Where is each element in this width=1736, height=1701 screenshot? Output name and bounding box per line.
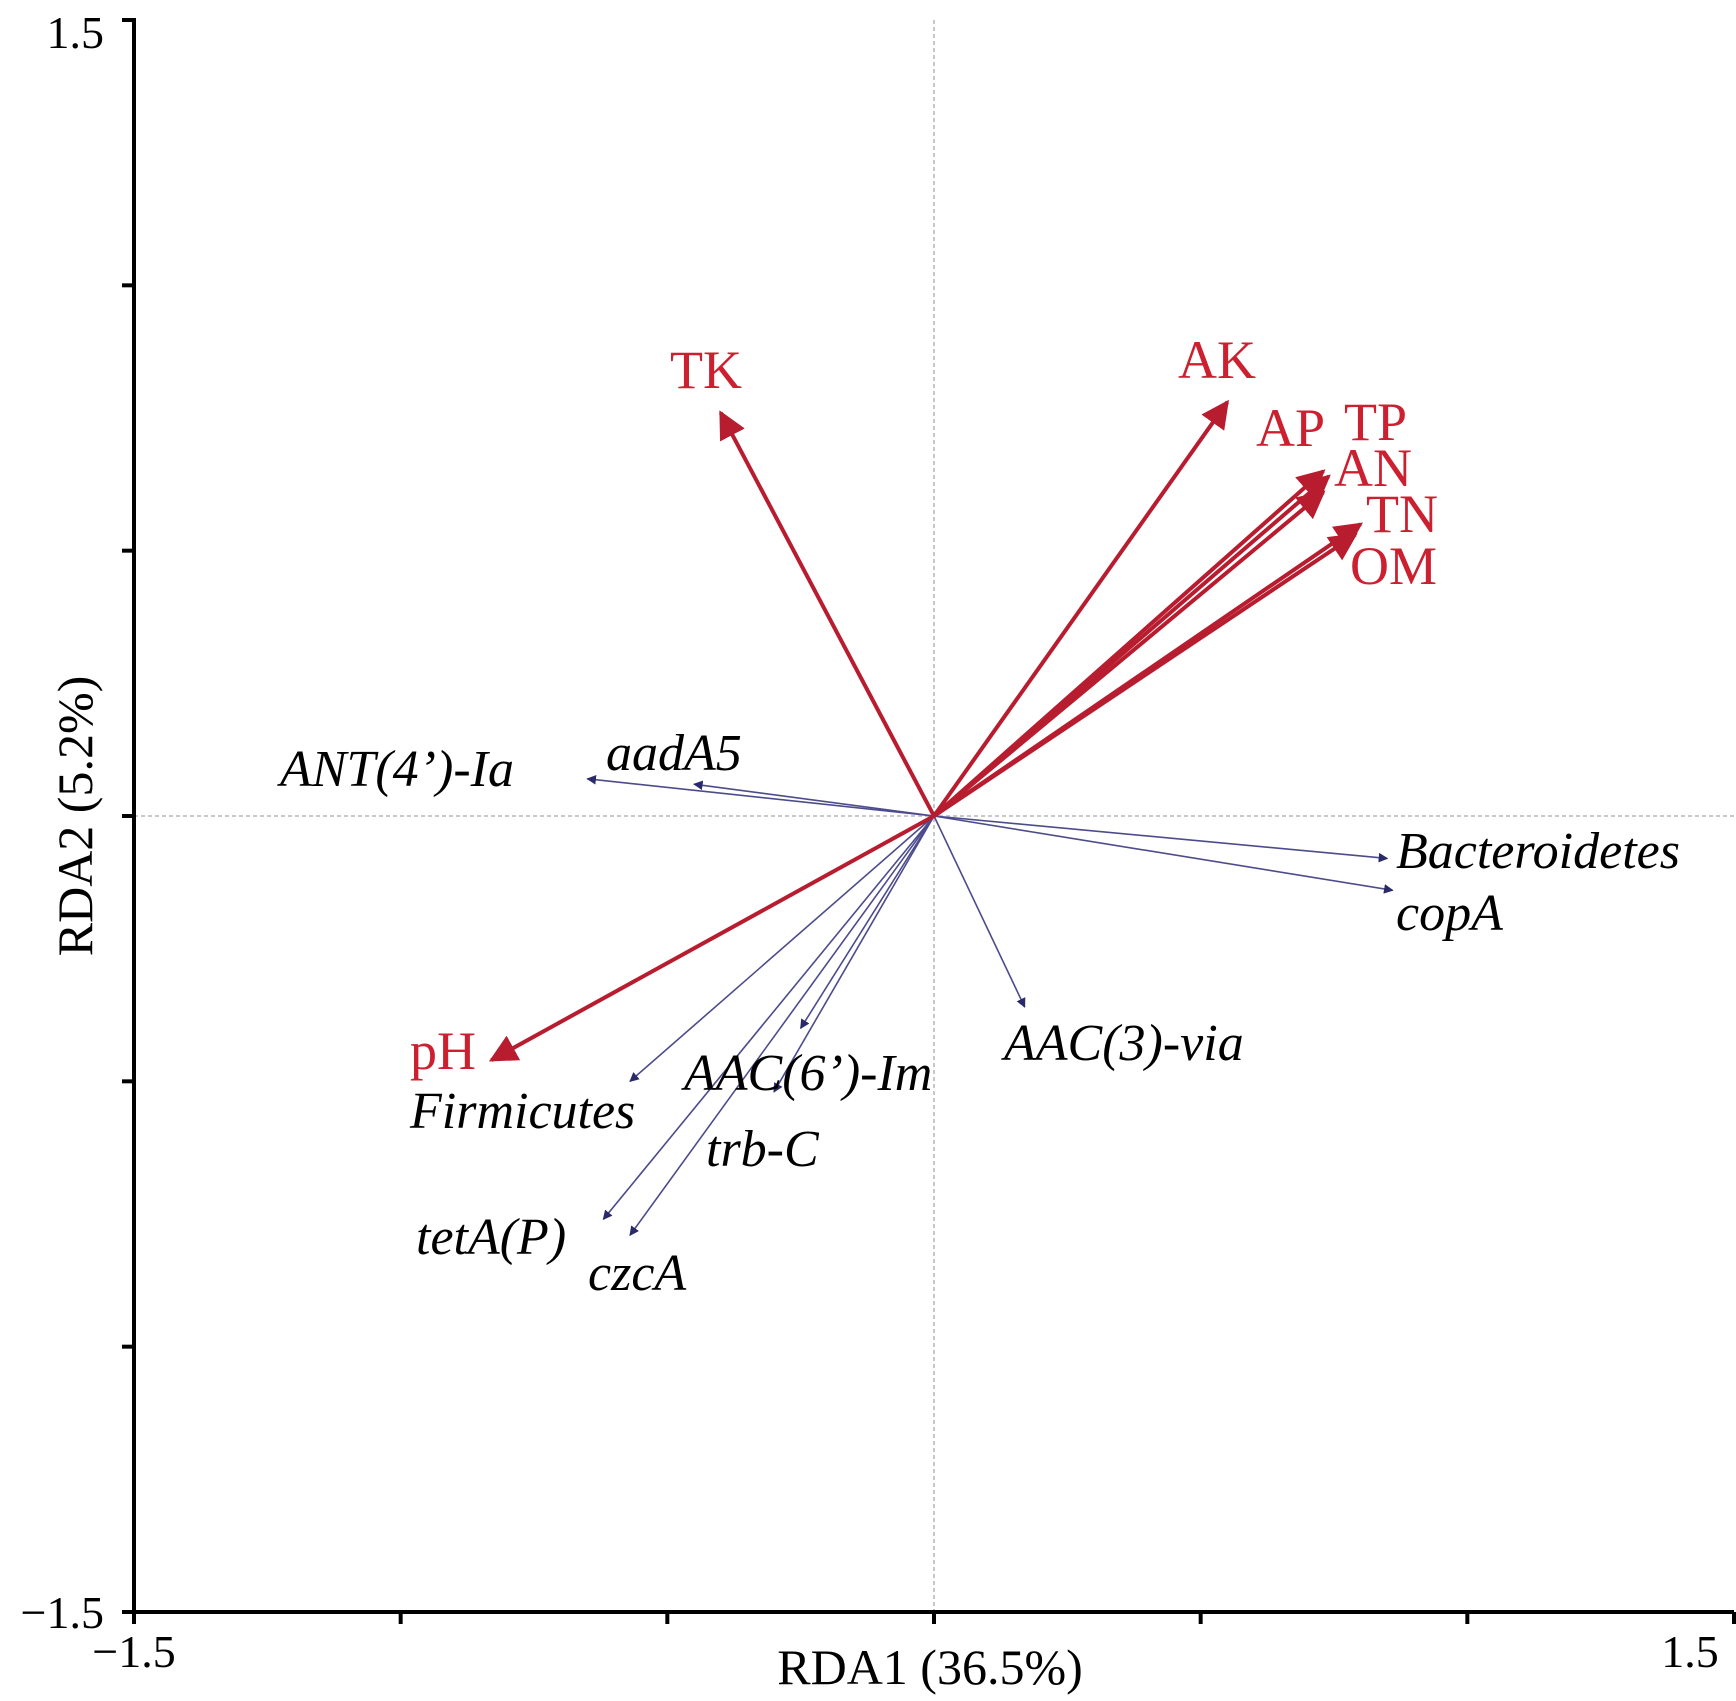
env-vector-tk [718,410,936,817]
gene-label-firmicutes: Firmicutes [409,1083,635,1140]
env-label-ak: AK [1178,330,1256,390]
env-vector-an [932,490,1326,818]
env-label-tk: TK [670,340,742,400]
gene-label-aac3-via: AAC(3)-via [1001,1015,1244,1072]
gene-vector-copa [933,815,1394,894]
x-tick-label-right: 1.5 [1661,1626,1719,1677]
y-tick-label-bottom: −1.5 [21,1587,104,1638]
env-vector-ak [932,399,1229,818]
x-axis-title: RDA1 (36.5%) [777,1639,1083,1695]
gene-vector-aada5 [693,780,935,817]
gene-label-bacteroidetes: Bacteroidetes [1396,823,1680,880]
gene-vector-trb-c [773,815,935,1093]
gene-vector-bacteroidetes [933,815,1389,863]
env-label-om: OM [1350,536,1437,596]
gene-vector-aac-3-via [933,815,1026,1008]
env-label-tp: TP [1344,392,1407,452]
gene-label-aac6-im: AAC(6’)-Im [681,1045,932,1102]
gene-vector-aac-6-im [799,815,935,1030]
env-label-tn: TN [1366,484,1438,544]
y-axis-title: RDA2 (5.2%) [47,676,103,957]
gene-vector-teta-p [602,815,935,1221]
env-label-ph: pH [410,1021,476,1081]
gene-vector-czca [629,815,935,1237]
axis-ticks [122,18,1736,1624]
gene-label-copa: copA [1396,885,1503,942]
env-vector-ph [488,814,935,1062]
gene-vector-ant-4-ia [586,775,935,817]
env-label-ap: AP [1256,398,1325,458]
gene-label-trb-c: trb-C [706,1121,820,1178]
y-tick-label-top: 1.5 [47,7,105,58]
gene-label-czca: czcA [588,1245,686,1302]
gene-vector-firmicutes [629,815,935,1082]
env-label-an: AN [1334,438,1412,498]
env-vector-om [932,533,1358,818]
x-tick-label-left: −1.5 [92,1626,175,1677]
gene-label-teta-p: tetA(P) [416,1209,566,1266]
environmental-vector-group [488,399,1363,1062]
gene-label-ant4-ia: ANT(4’)-Ia [277,741,514,798]
gene-label-aada5: aadA5 [606,725,742,782]
gene-vector-group [586,775,1394,1237]
